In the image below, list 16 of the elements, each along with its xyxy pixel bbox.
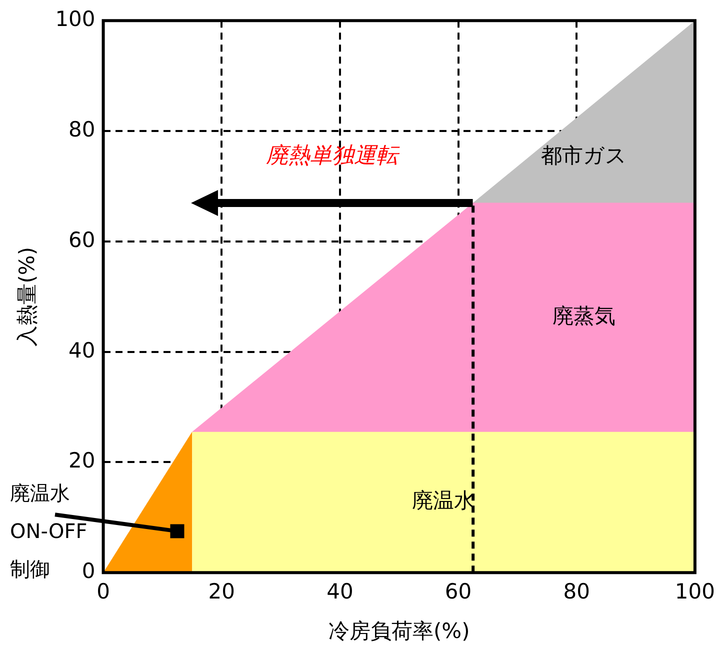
y-axis-title: 入熱量(%) [15, 246, 40, 346]
annotation: 廃熱単独運転 [266, 143, 400, 168]
x-axis-title: 冷房負荷率(%) [328, 618, 470, 643]
x-tick-label: 20 [208, 580, 235, 604]
x-tick-label: 40 [326, 580, 354, 604]
x-tick-label: 100 [674, 580, 716, 604]
y-tick-label: 80 [68, 117, 96, 142]
y-tick-label: 40 [68, 338, 96, 362]
series-label: 廃蒸気 [552, 304, 616, 328]
x-tick-label: 80 [563, 580, 590, 604]
y-tick-label: 20 [68, 448, 96, 473]
y-tick-label: 100 [55, 7, 96, 32]
y-tick-label: 60 [68, 228, 96, 252]
series-label: 廃温水 [412, 488, 475, 513]
series-label: 都市ガス [541, 144, 628, 168]
x-tick-label: 60 [444, 580, 472, 604]
